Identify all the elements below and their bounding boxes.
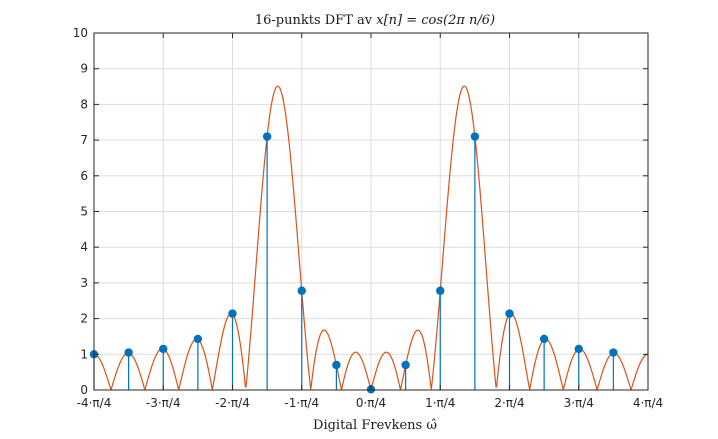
dft-stem-marker: [262, 132, 272, 141]
y-tick-label: 0: [80, 383, 88, 397]
dft-stem-marker: [332, 360, 341, 370]
y-axis-ticks: 0 1 2 3 4 5 6 7 8 9 10: [73, 26, 648, 397]
dft-stem-marker: [609, 348, 618, 357]
chart-title-text: 16-punkts DFT av: [255, 13, 376, 28]
dft-stem-marker: [124, 348, 133, 357]
y-tick-label: 9: [80, 62, 88, 76]
dft-stem-marker: [505, 309, 514, 318]
dft-stem-marker: [539, 334, 549, 344]
dft-stem-marker: [193, 334, 203, 344]
dft-stem-marker: [574, 344, 583, 354]
y-tick-label: 2: [80, 312, 88, 326]
chart-title: 16-punkts DFT av x[n] = cos(2π n/6): [255, 13, 495, 28]
y-tick-label: 6: [80, 169, 88, 183]
x-tick-label: -2·π/4: [215, 396, 250, 410]
y-tick-label: 4: [80, 240, 88, 254]
y-tick-label: 5: [80, 205, 88, 219]
dft-stem-marker: [436, 286, 445, 295]
dft-stem-marker: [159, 344, 168, 354]
dft-stem-marker: [401, 360, 410, 370]
dft-stem-marker: [297, 286, 306, 295]
y-tick-label: 8: [80, 97, 88, 111]
grid: [93, 32, 649, 391]
y-tick-label: 7: [80, 133, 88, 147]
y-tick-label: 3: [80, 276, 88, 290]
x-tick-label: -4·π/4: [77, 396, 112, 410]
x-axis-label: Digital Frevkens ω̂: [313, 418, 437, 433]
x-tick-label: 4·π/4: [633, 396, 663, 410]
x-tick-label: 2·π/4: [494, 396, 524, 410]
dft-stem-layer: [89, 132, 618, 394]
x-tick-label: -3·π/4: [146, 396, 181, 410]
x-tick-label: -1·π/4: [284, 396, 319, 410]
x-tick-label: 3·π/4: [564, 396, 594, 410]
x-tick-label: 0·π/4: [356, 396, 386, 410]
y-tick-label: 10: [73, 26, 88, 40]
dft-stem-marker: [228, 309, 237, 318]
dft-stem-marker: [470, 132, 480, 141]
x-tick-label: 1·π/4: [425, 396, 455, 410]
chart-title-math: x[n] = cos(2π n/6): [376, 13, 495, 28]
x-axis-ticks: -4·π/4 -3·π/4 -2·π/4 -1·π/4 0·π/4 1·π/4 2·π/4 3…: [77, 33, 663, 410]
y-tick-label: 1: [80, 347, 88, 361]
